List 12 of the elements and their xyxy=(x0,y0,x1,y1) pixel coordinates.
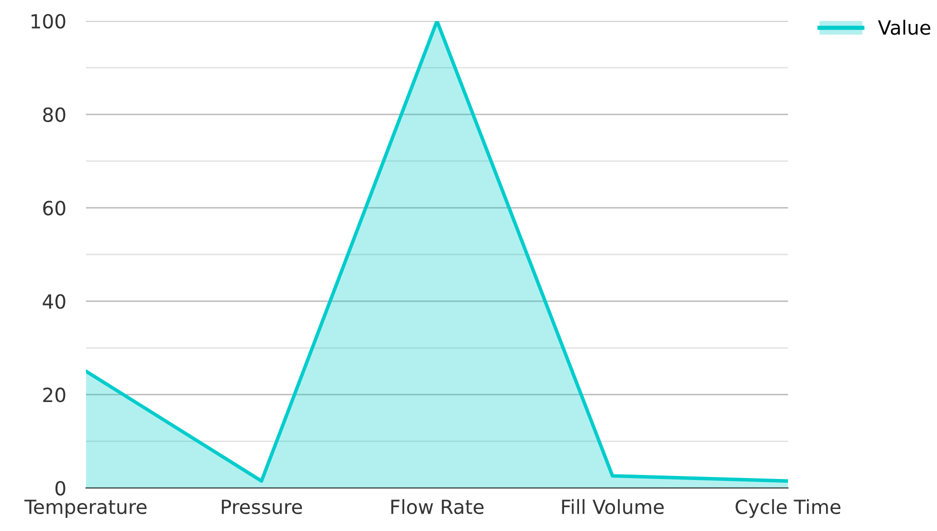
x-tick-label: Fill Volume xyxy=(562,499,664,514)
x-tick-label: Temperature xyxy=(24,500,147,518)
y-tick-label: 80 xyxy=(43,107,66,122)
y-tick-label: 60 xyxy=(43,200,66,216)
legend-label: Value xyxy=(878,20,930,35)
x-tick-label: Cycle Time xyxy=(736,499,840,518)
y-tick-label: 40 xyxy=(42,294,66,309)
x-tick-label: Flow Rate xyxy=(391,499,484,514)
y-tick-label: 100 xyxy=(32,14,66,29)
y-tick-label: 0 xyxy=(55,480,66,496)
x-tick-label: Pressure xyxy=(222,500,302,514)
y-tick-label: 20 xyxy=(43,388,66,402)
